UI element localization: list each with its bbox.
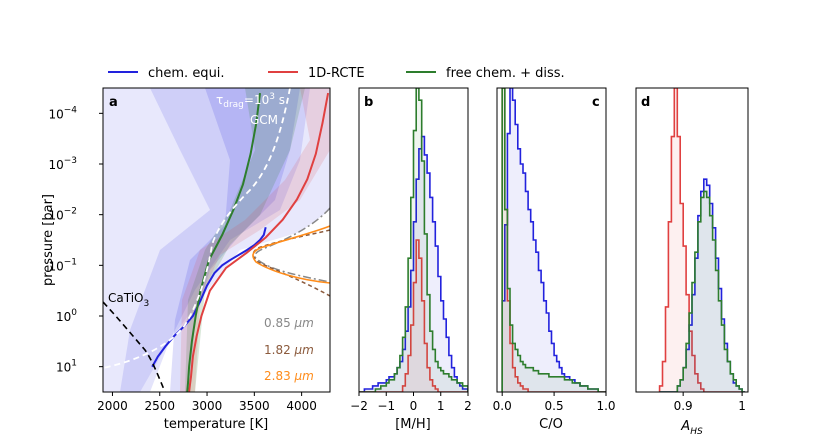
legend-label-chem-equi: chem. equi. (148, 66, 225, 81)
green-band (185, 88, 305, 392)
panel-d-axes: 0.9 1 (674, 392, 746, 413)
chem-equi-band-inner (170, 88, 300, 392)
panel-a-label: a (109, 95, 118, 110)
panel-a: a τdrag=103 s GCM CaTiO3 0.85 μm 1.82 μm… (41, 87, 331, 432)
contrib-283-line (252, 225, 330, 284)
legend-label-1d-rcte: 1D-RCTE (308, 66, 365, 81)
legend: chem. equi. 1D-RCTE free chem. + diss. (108, 66, 565, 81)
panel-d-frame (635, 87, 749, 393)
y-axis-label-a: pressure [bar] (41, 194, 56, 286)
hist-line (359, 239, 468, 392)
x-tick-label: 0.0 (493, 399, 512, 413)
panel-c-label: c (592, 95, 600, 110)
gcm-label: GCM (250, 113, 278, 127)
rcte-line (188, 92, 330, 392)
y-tick-label-a: 10−3 (48, 156, 77, 172)
chem-equi-band-outer (103, 88, 330, 392)
chem-equi-band-mid (120, 88, 310, 392)
wl-083-label: 0.85 μm (264, 316, 314, 330)
red-band (180, 88, 330, 392)
panel-a-frame (102, 87, 331, 393)
x-tick-label: 2 (464, 399, 472, 413)
x-tick-label-a: 4000 (286, 399, 317, 413)
panel-b-plot-area (359, 88, 468, 392)
panel-d-plot-area (658, 88, 746, 392)
hist-line (359, 88, 468, 392)
x-axis-label-c: C/O (539, 417, 563, 432)
hist-line (658, 88, 746, 392)
catio3-label: CaTiO3 (108, 291, 149, 309)
panel-d-label: d (641, 95, 650, 110)
panel-a-plot-area (103, 88, 330, 392)
wl-182-label: 1.82 μm (264, 343, 314, 357)
x-axis-label-b: [M/H] (395, 417, 431, 432)
panel-b-axes: −2 −1 0 1 2 (350, 392, 472, 413)
hist-line (659, 190, 746, 392)
legend-label-free-chem: free chem. + diss. (446, 66, 565, 81)
x-tick-label-a: 3500 (239, 399, 270, 413)
hist-line (359, 135, 468, 392)
panel-c: c 0.0 0.5 1.0 C/O (493, 87, 616, 432)
contrib-083-line (254, 207, 330, 283)
y-tick-label-a: 10−4 (48, 105, 77, 121)
hist-fill (659, 88, 746, 392)
x-tick-label: 1 (738, 399, 746, 413)
hist-fill (359, 88, 468, 392)
x-tick-label: −2 (350, 399, 368, 413)
contrib-182-line (252, 229, 330, 297)
x-axis-label-d: AHS (680, 419, 703, 437)
y-tick-label-a: 101 (56, 359, 77, 375)
panel-c-frame (496, 87, 607, 393)
x-tick-label: 1 (437, 399, 445, 413)
x-tick-label-a: 2500 (144, 399, 175, 413)
x-tick-label: 0.5 (545, 399, 564, 413)
wl-283-label: 2.83 μm (264, 369, 314, 383)
x-axis-label-a: temperature [K] (164, 417, 269, 432)
panel-b: b −2 −1 0 1 2 [M/H] (350, 87, 472, 432)
panel-c-axes: 0.0 0.5 1.0 (493, 392, 616, 413)
x-tick-label: 0 (410, 399, 418, 413)
hist-line (501, 88, 606, 392)
panel-c-plot-area (501, 88, 606, 392)
x-tick-label-a: 3000 (192, 399, 223, 413)
panel-b-label: b (364, 95, 373, 110)
x-tick-label: 0.9 (674, 399, 693, 413)
hist-fill (502, 88, 606, 392)
hist-fill (502, 88, 606, 392)
x-tick-label: −1 (377, 399, 395, 413)
panel-d: d 0.9 1 AHS (635, 87, 749, 437)
y-tick-label-a: 100 (56, 308, 77, 324)
panel-a-axes: 2000 2500 3000 3500 400010−410−310−210−11001… (48, 105, 316, 413)
x-tick-label: 1.0 (596, 399, 615, 413)
hist-line (501, 88, 606, 392)
x-tick-label-a: 2000 (97, 399, 128, 413)
catio3-line (103, 301, 166, 392)
